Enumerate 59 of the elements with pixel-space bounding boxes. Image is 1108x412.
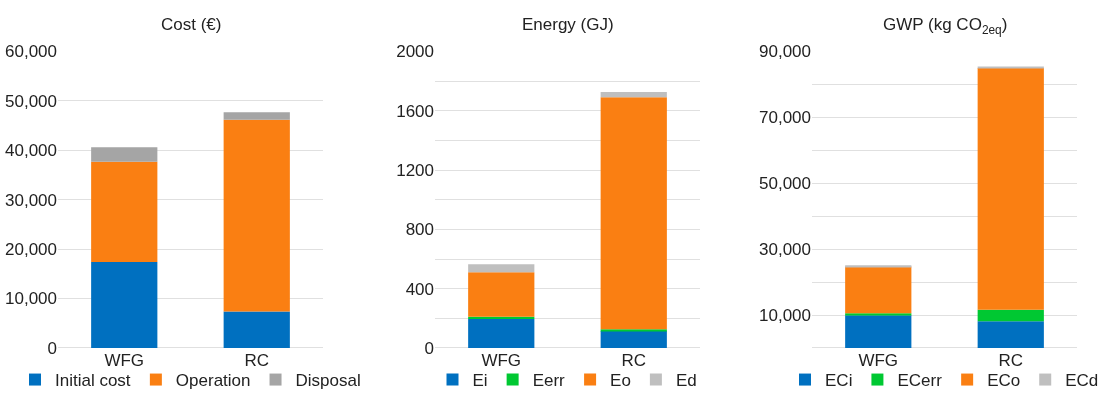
bar <box>600 97 667 330</box>
bar <box>977 66 1044 69</box>
y-tick-label: 60,000 <box>5 42 58 62</box>
bar <box>91 147 158 162</box>
y-tick-label: 50,000 <box>5 91 58 111</box>
bar <box>845 266 912 314</box>
bar <box>600 91 667 98</box>
chart-title: Energy (GJ) <box>522 15 614 34</box>
y-tick-label: 90,000 <box>759 42 812 62</box>
x-tick-label: WFG <box>481 350 522 370</box>
bar <box>468 264 535 273</box>
chart-title: GWP (kg CO$_{2eq}$) <box>883 15 1008 37</box>
legend-label: ECerr <box>897 371 943 391</box>
bar <box>91 161 158 262</box>
bar <box>977 67 1044 310</box>
x-tick-label: RC <box>244 350 270 370</box>
y-tick-label: 30,000 <box>759 240 812 260</box>
y-tick-label: 70,000 <box>759 108 812 128</box>
y-tick-label: 30,000 <box>5 190 58 210</box>
y-tick-label: 10,000 <box>759 305 812 325</box>
bar <box>977 309 1044 322</box>
bar <box>91 261 158 348</box>
bar <box>468 272 535 317</box>
y-tick-label: 20,000 <box>5 240 58 260</box>
y-tick-label: 1600 <box>396 101 435 121</box>
series-label: Ei <box>472 371 488 391</box>
bar <box>845 313 912 316</box>
y-tick-label: 0 <box>47 338 58 358</box>
legend-label: Ed <box>675 371 697 391</box>
x-tick-label: RC <box>998 350 1024 370</box>
bar <box>600 329 667 332</box>
y-tick-label: 400 <box>405 279 435 299</box>
chart-title: Cost (€) <box>161 15 222 34</box>
legend-label: Eo <box>610 371 631 391</box>
bar <box>845 315 912 348</box>
x-tick-label: WFG <box>104 350 145 370</box>
bar <box>223 119 290 312</box>
y-tick-label: 1200 <box>396 161 435 181</box>
bar <box>223 311 290 348</box>
bar <box>468 319 535 348</box>
y-tick-label: 10,000 <box>5 289 58 309</box>
bar <box>223 112 290 120</box>
y-tick-label: 2000 <box>396 42 435 62</box>
series-label: ECi <box>825 371 853 391</box>
y-tick-label: 40,000 <box>5 141 58 161</box>
bar <box>977 321 1044 348</box>
legend-label: Operation <box>175 371 251 391</box>
legend-label: ECd <box>1065 371 1099 391</box>
bar <box>845 265 912 268</box>
legend-label: Initial cost <box>55 371 131 391</box>
bar <box>600 330 667 348</box>
legend-label: Disposal <box>295 371 361 391</box>
legend-label: ECo <box>987 371 1021 391</box>
y-tick-label: 50,000 <box>759 174 812 194</box>
y-tick-label: 800 <box>405 220 435 240</box>
x-tick-label: WFG <box>858 350 899 370</box>
x-tick-label: RC <box>621 350 647 370</box>
y-tick-label: 0 <box>424 338 435 358</box>
legend-label: Eerr <box>532 371 566 391</box>
